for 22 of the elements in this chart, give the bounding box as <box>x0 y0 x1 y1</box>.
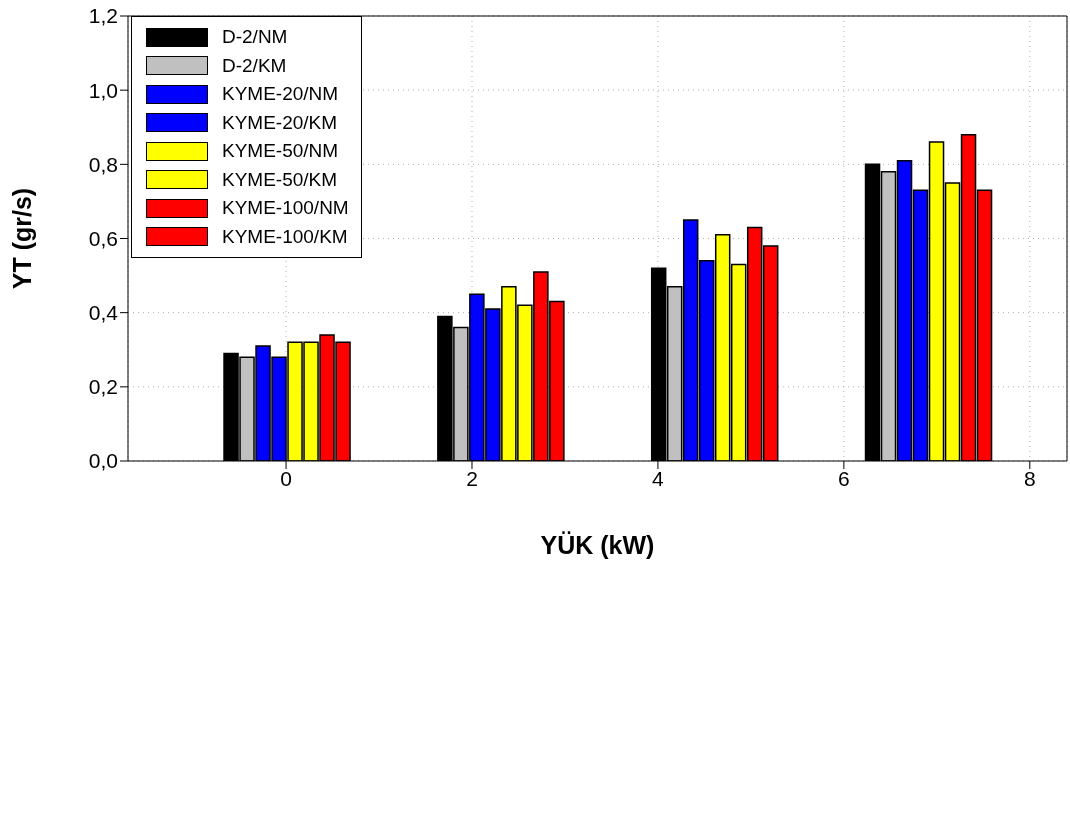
y-tick-label: 1,0 <box>88 78 118 102</box>
legend-label: D-2/NM <box>222 26 288 49</box>
y-tick-label: 1,2 <box>88 4 118 28</box>
legend-label: KYME-50/NM <box>222 140 339 163</box>
y-tick-label: 0,2 <box>88 375 118 399</box>
x-tick-label: 2 <box>466 466 478 490</box>
x-tick-label: 6 <box>838 466 850 490</box>
y-axis-title: YT (gr/s) <box>7 187 36 290</box>
legend-label: D-2/KM <box>222 54 287 77</box>
y-tick-label: 0,4 <box>88 301 119 325</box>
x-tick-label: 8 <box>1023 466 1036 490</box>
x-tick-label: 4 <box>652 466 665 490</box>
y-tick-label: 0,0 <box>88 449 118 473</box>
legend-label: KYME-20/NM <box>222 83 339 106</box>
y-tick-label: 0,6 <box>88 226 118 250</box>
x-tick-label: 0 <box>280 466 292 490</box>
y-tick-label: 0,8 <box>88 152 118 176</box>
legend-label: KYME-100/KM <box>222 225 348 248</box>
legend-label: KYME-50/KM <box>222 168 338 191</box>
x-axis-title: YÜK (kW) <box>540 531 655 559</box>
legend-label: KYME-20/KM <box>222 111 338 134</box>
legend-label: KYME-100/NM <box>222 197 349 220</box>
